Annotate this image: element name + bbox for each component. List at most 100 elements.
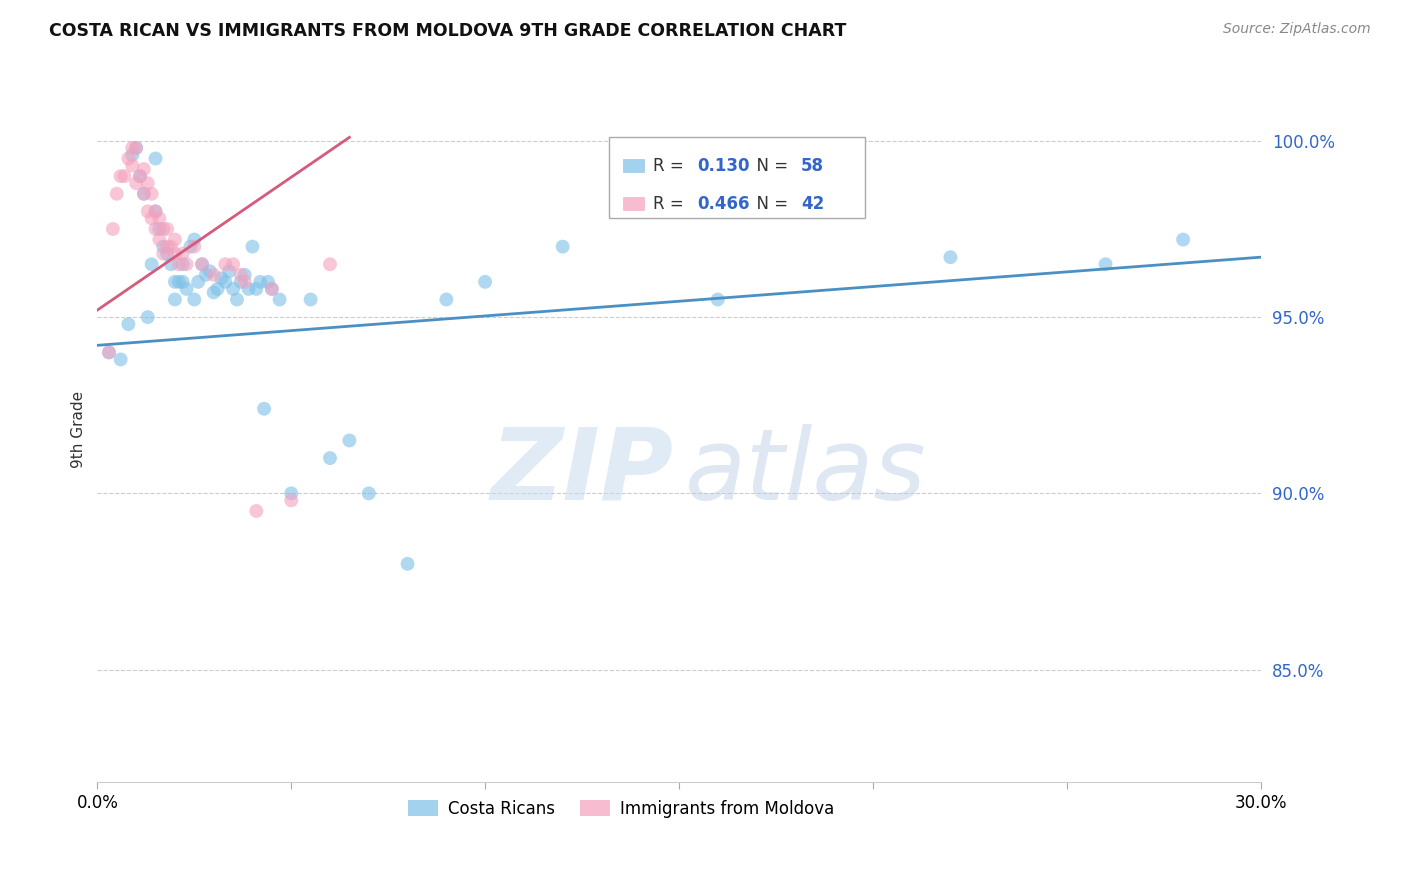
Point [257,275,280,289]
Point [198,264,221,278]
Point [214,257,236,271]
Point [238,282,260,296]
Point [183,233,205,247]
Point [707,293,730,307]
Point [218,264,240,278]
Text: N =: N = [747,194,794,213]
Point [222,282,245,296]
Point [145,222,167,236]
Point [141,257,163,271]
Y-axis label: 9th Grade: 9th Grade [72,392,86,468]
Text: 0.130: 0.130 [697,157,751,175]
FancyBboxPatch shape [623,160,644,172]
Point [145,204,167,219]
Point [160,239,183,253]
Text: COSTA RICAN VS IMMIGRANTS FROM MOLDOVA 9TH GRADE CORRELATION CHART: COSTA RICAN VS IMMIGRANTS FROM MOLDOVA 9… [49,22,846,40]
Point [98,345,121,359]
Point [125,141,148,155]
Point [214,275,236,289]
Point [163,233,186,247]
Point [179,239,201,253]
Point [209,271,232,285]
Point [132,186,155,201]
FancyBboxPatch shape [609,137,865,219]
Point [132,162,155,177]
Text: Source: ZipAtlas.com: Source: ZipAtlas.com [1223,22,1371,37]
Point [551,239,574,253]
Point [167,275,190,289]
Point [156,222,179,236]
Point [163,293,186,307]
Legend: Costa Ricans, Immigrants from Moldova: Costa Ricans, Immigrants from Moldova [401,794,841,825]
Text: ZIP: ZIP [491,424,673,521]
Point [172,275,194,289]
Point [249,275,271,289]
Point [141,211,163,226]
Point [117,152,139,166]
Point [136,204,159,219]
Point [191,257,214,271]
Point [125,176,148,190]
Point [176,257,198,271]
Point [319,257,342,271]
Text: 58: 58 [801,157,824,175]
Point [152,239,174,253]
Point [101,222,124,236]
Point [148,211,170,226]
Point [129,169,152,183]
Point [167,257,190,271]
Point [319,451,342,466]
Point [396,557,419,571]
Text: N =: N = [747,157,794,175]
Point [939,250,962,264]
Point [172,246,194,260]
Point [202,285,225,300]
Point [260,282,283,296]
Point [172,257,194,271]
Point [98,345,121,359]
Point [148,233,170,247]
Point [176,282,198,296]
Point [233,275,256,289]
Point [183,293,205,307]
Point [280,486,302,500]
Point [187,275,209,289]
Point [148,222,170,236]
Point [145,204,167,219]
Point [339,434,361,448]
Point [1171,233,1194,247]
Point [121,148,143,162]
Point [207,282,229,296]
Point [110,352,132,367]
Point [245,504,267,518]
Point [145,152,167,166]
Point [191,257,214,271]
Point [152,246,174,260]
Point [194,268,217,282]
Point [260,282,283,296]
Point [233,268,256,282]
Point [183,239,205,253]
Point [163,246,186,260]
Point [163,275,186,289]
Point [1094,257,1116,271]
Point [229,275,252,289]
Text: 0.466: 0.466 [697,194,751,213]
Point [229,268,252,282]
Point [114,169,136,183]
Text: atlas: atlas [685,424,927,521]
Point [136,310,159,325]
Point [357,486,380,500]
Point [129,169,152,183]
Point [156,239,179,253]
Point [222,257,245,271]
Point [152,222,174,236]
FancyBboxPatch shape [623,197,644,211]
Point [242,239,264,253]
Point [141,186,163,201]
Point [121,141,143,155]
Text: R =: R = [654,157,689,175]
Point [245,282,267,296]
Point [474,275,496,289]
Text: R =: R = [654,194,689,213]
